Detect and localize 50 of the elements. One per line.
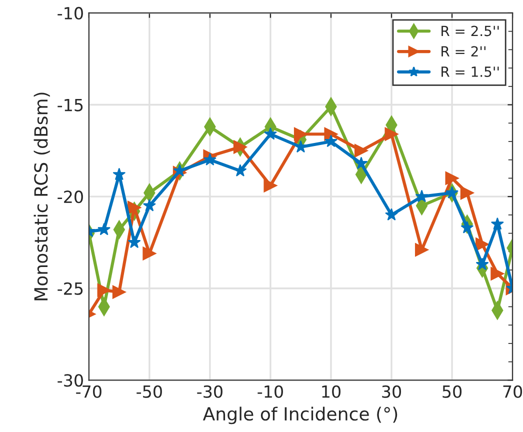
legend-label: R = 1.5'' (442, 66, 499, 77)
y-tick-label: -10 (58, 6, 83, 20)
point (476, 238, 490, 252)
x-tick-label: -50 (136, 385, 162, 398)
point (234, 164, 247, 176)
point (415, 190, 428, 202)
point (233, 140, 247, 154)
point (294, 127, 308, 141)
point (112, 285, 126, 299)
point (264, 178, 278, 192)
x-axis-title: Angle of Incidence (°) (202, 406, 398, 424)
x-tick-label: 70 (503, 385, 522, 398)
point (173, 164, 186, 176)
y-tick-label: -20 (58, 190, 83, 204)
point (128, 200, 142, 214)
point (264, 127, 277, 140)
point (128, 236, 141, 248)
point (97, 283, 111, 297)
point (112, 168, 126, 180)
point (294, 140, 308, 153)
point (324, 134, 338, 148)
point (384, 127, 398, 141)
legend-label: R = 2'' (442, 46, 486, 56)
y-tick-label: -30 (58, 374, 83, 387)
point (445, 171, 459, 185)
legend-label: R = 2.5'' (442, 26, 499, 36)
point (385, 208, 398, 220)
point (490, 266, 504, 280)
x-tick-label: -70 (76, 385, 102, 398)
point (354, 144, 368, 158)
point (324, 127, 338, 141)
point (414, 243, 429, 257)
y-tick-label: -15 (58, 98, 83, 112)
x-tick-label: -30 (197, 385, 222, 398)
point (446, 186, 458, 198)
x-tick-label: 30 (382, 385, 401, 398)
point (98, 222, 111, 236)
y-tick-label: -25 (58, 282, 83, 295)
point (354, 156, 368, 170)
point (460, 221, 474, 234)
x-tick-label: -10 (258, 385, 283, 398)
point (203, 153, 216, 166)
point (490, 217, 504, 230)
point (142, 246, 156, 260)
point (460, 186, 474, 200)
x-tick-label: 50 (442, 385, 462, 398)
x-tick-label: 10 (322, 385, 340, 398)
point (142, 198, 156, 212)
point (476, 258, 489, 270)
y-axis-title: Monostatic RCS (dBsm) (34, 92, 50, 300)
